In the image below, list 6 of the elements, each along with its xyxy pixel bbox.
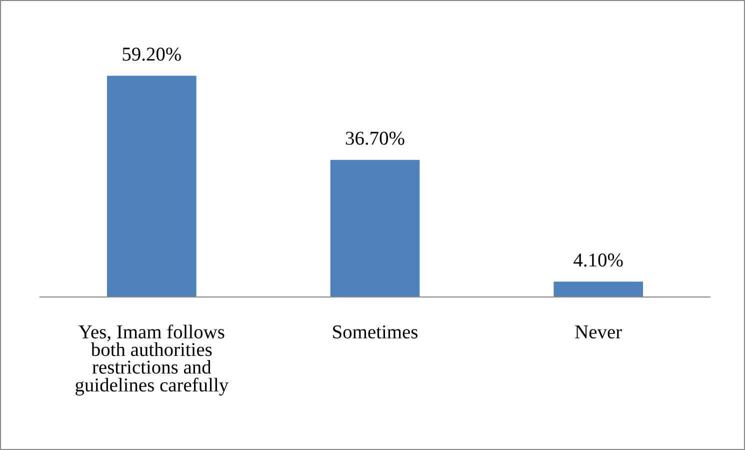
x-tick-label: Yes, Imam follows both authorities restrictions and guidelines carefully xyxy=(76,324,229,396)
x-tick-label: Sometimes xyxy=(333,325,418,338)
data-label: 4.10% xyxy=(574,253,623,267)
data-label: 36.70% xyxy=(346,132,404,145)
x-tick-label: Never xyxy=(575,326,622,338)
data-label: 59.20% xyxy=(122,48,181,61)
